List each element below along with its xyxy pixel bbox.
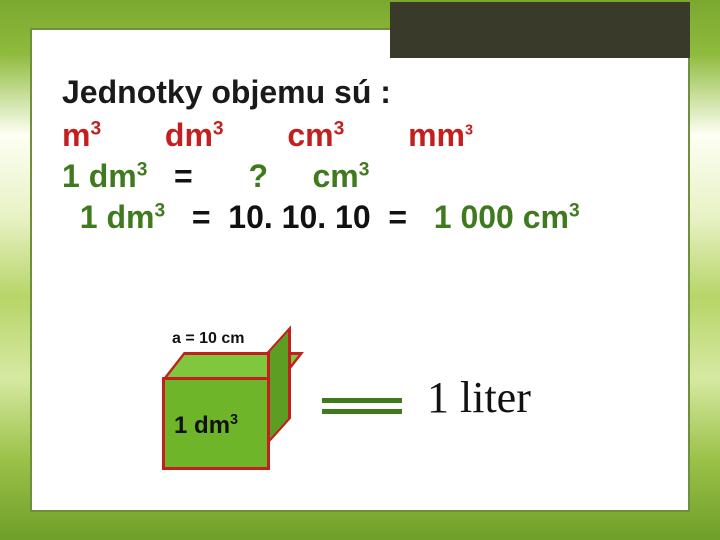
conversion-question: 1 dm3 = ? cm3	[62, 158, 658, 195]
a-result: 1 000 cm3	[425, 199, 580, 235]
a-calc: 10. 10. 10	[228, 199, 370, 235]
slide-title: Jednotky objemu sú :	[62, 74, 658, 111]
cube-volume-label: 1 dm3	[174, 412, 238, 440]
unit-dm: dm3	[165, 117, 224, 153]
unit-m: m3	[62, 117, 101, 153]
unit-mm: mm3	[408, 117, 473, 153]
conversion-answer: 1 dm3 = 10. 10. 10 = 1 000 cm3	[62, 199, 658, 236]
liter-label: 1 liter	[427, 372, 531, 423]
q-rhs-unit: cm3	[313, 158, 370, 194]
header-decoration-box	[390, 2, 690, 58]
equals-icon	[322, 398, 402, 414]
q-mark: ?	[249, 158, 269, 194]
cube-diagram: a = 10 cm 1 dm3	[162, 330, 282, 470]
unit-cm: cm3	[287, 117, 344, 153]
a-lhs: 1 dm3	[71, 199, 174, 235]
a-equals-2: =	[388, 199, 407, 235]
content-card: Jednotky objemu sú : m3 dm3 cm3 mm3 1 dm…	[30, 28, 690, 512]
cube-shape: 1 dm3	[162, 352, 282, 470]
q-equals: =	[174, 158, 193, 194]
a-equals-1: =	[192, 199, 211, 235]
units-row: m3 dm3 cm3 mm3	[62, 117, 658, 154]
cube-edge-label: a = 10 cm	[172, 330, 282, 348]
q-lhs: 1 dm3	[62, 158, 156, 194]
